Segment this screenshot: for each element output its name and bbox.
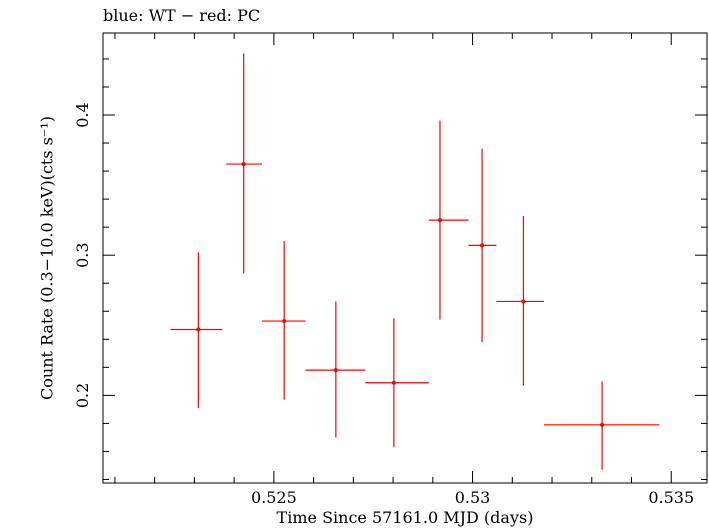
- data-marker: [600, 422, 605, 427]
- data-point-pc: [496, 215, 545, 386]
- chart-title: blue: WT − red: PC: [103, 6, 261, 25]
- data-point-pc: [544, 381, 660, 470]
- data-marker: [282, 319, 287, 324]
- y-tick-label: 0.3: [73, 242, 92, 267]
- x-tick-label: 0.53: [455, 488, 491, 507]
- data-point-pc: [468, 148, 497, 343]
- y-tick-label: 0.4: [73, 102, 92, 127]
- x-tick-label: 0.535: [648, 488, 694, 507]
- data-point-pc: [170, 252, 223, 408]
- data-point-pc: [365, 318, 429, 448]
- data-marker: [437, 218, 442, 223]
- y-axis-label: Count Rate (0.3−10.0 keV)(cts s⁻¹): [37, 116, 57, 400]
- data-points: [170, 53, 660, 470]
- y-tick-label: 0.2: [73, 383, 92, 408]
- axis-ticks: 0.525 0.53 0.535 0.2 0.3 0.4: [73, 33, 707, 507]
- data-marker: [521, 299, 526, 304]
- data-marker: [480, 243, 485, 248]
- data-marker: [333, 368, 338, 373]
- data-point-pc: [428, 120, 469, 320]
- data-marker: [241, 162, 246, 167]
- data-marker: [391, 380, 396, 385]
- x-axis-label: Time Since 57161.0 MJD (days): [276, 508, 534, 527]
- plot-frame: [102, 32, 708, 484]
- x-tick-label: 0.525: [251, 488, 297, 507]
- data-point-pc: [305, 301, 366, 438]
- data-point-pc: [226, 53, 262, 274]
- data-point-pc: [261, 241, 306, 400]
- data-marker: [196, 327, 201, 332]
